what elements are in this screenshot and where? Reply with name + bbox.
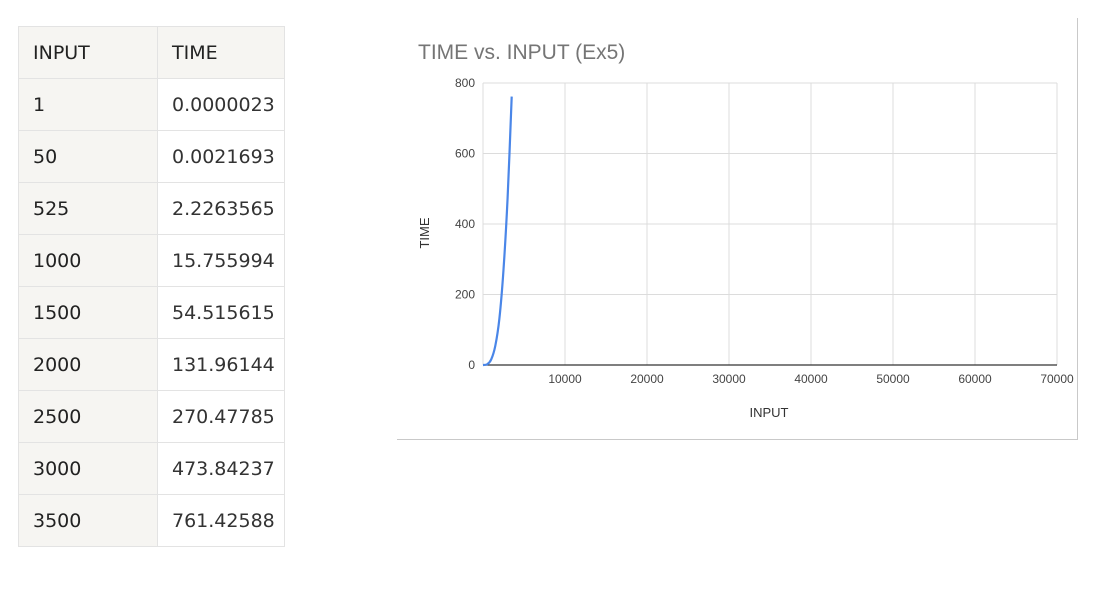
cell-input: 525 [18, 182, 158, 235]
x-axis-title: INPUT [750, 405, 789, 420]
cell-input: 3000 [18, 442, 158, 495]
table-row: 2000 131.96144 [18, 338, 285, 391]
y-tick-label: 0 [468, 358, 475, 372]
x-tick-label: 40000 [794, 372, 828, 386]
cell-input: 50 [18, 130, 158, 183]
cell-input: 1500 [18, 286, 158, 339]
series-line [481, 96, 513, 367]
cell-time: 2.2263565 [157, 182, 285, 235]
cell-time: 0.0000023 [157, 78, 285, 131]
cell-time: 0.0021693 [157, 130, 285, 183]
y-tick-label: 600 [455, 147, 475, 161]
table-row: 1000 15.755994 [18, 234, 285, 287]
cell-input: 3500 [18, 494, 158, 547]
line-chart: TIME vs. INPUT (Ex5) 0 200 400 600 800 10000 2… [417, 41, 1074, 420]
table-row: 2500 270.47785 [18, 390, 285, 443]
x-tick-label: 20000 [630, 372, 664, 386]
cell-input: 1000 [18, 234, 158, 287]
y-tick-label: 200 [455, 288, 475, 302]
chart-title: TIME vs. INPUT (Ex5) [418, 41, 625, 64]
table-row: 1500 54.515615 [18, 286, 285, 339]
column-header-time: TIME [157, 26, 285, 79]
y-tick-label: 400 [455, 217, 475, 231]
x-tick-label: 50000 [876, 372, 910, 386]
x-tick-label: 10000 [548, 372, 582, 386]
column-header-input: INPUT [18, 26, 158, 79]
table-row: 50 0.0021693 [18, 130, 285, 183]
cell-time: 54.515615 [157, 286, 285, 339]
cell-time: 131.96144 [157, 338, 285, 391]
cell-input: 2000 [18, 338, 158, 391]
chart-container: TIME vs. INPUT (Ex5) 0 200 400 600 800 10000 2… [397, 18, 1078, 440]
y-tick-label: 800 [455, 76, 475, 90]
y-axis-title: TIME [417, 217, 432, 248]
table-row: 1 0.0000023 [18, 78, 285, 131]
table-row: 525 2.2263565 [18, 182, 285, 235]
cell-time: 761.42588 [157, 494, 285, 547]
x-tick-label: 70000 [1040, 372, 1074, 386]
cell-input: 2500 [18, 390, 158, 443]
cell-time: 473.84237 [157, 442, 285, 495]
cell-time: 270.47785 [157, 390, 285, 443]
x-tick-label: 30000 [712, 372, 746, 386]
cell-input: 1 [18, 78, 158, 131]
x-tick-label: 60000 [958, 372, 992, 386]
table-header-row: INPUT TIME [18, 26, 285, 79]
table-row: 3000 473.84237 [18, 442, 285, 495]
data-table: INPUT TIME 1 0.0000023 50 0.0021693 525 2.226… [18, 26, 285, 547]
cell-time: 15.755994 [157, 234, 285, 287]
table-row: 3500 761.42588 [18, 494, 285, 547]
